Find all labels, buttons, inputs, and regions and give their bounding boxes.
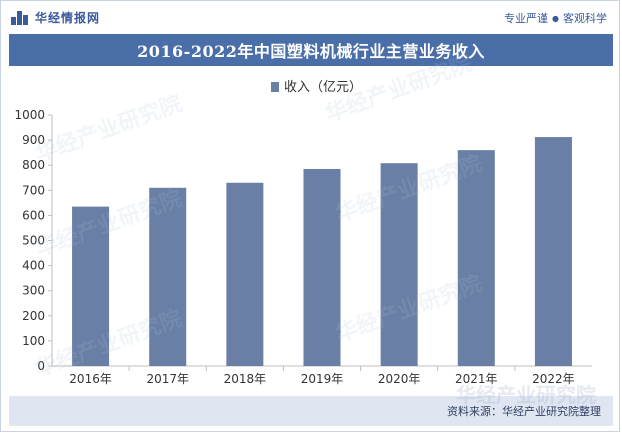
slogan-left: 专业严谨: [504, 12, 549, 25]
x-tick-label: 2022年: [532, 372, 575, 386]
source-note: 资料来源：华经产业研究院整理: [447, 405, 601, 418]
bar: [226, 182, 264, 366]
bar: [457, 150, 495, 366]
x-tick-label: 2016年: [69, 372, 112, 386]
y-tick-label: 300: [22, 284, 45, 298]
bar: [303, 168, 341, 366]
slogan-right: 客观科学: [563, 12, 607, 25]
y-tick-label: 700: [22, 183, 45, 197]
x-tick-label: 2021年: [455, 372, 498, 386]
y-tick-label: 500: [22, 234, 45, 248]
y-tick-label: 400: [22, 259, 45, 273]
y-tick-label: 900: [22, 133, 45, 147]
x-tick-label: 2019年: [301, 372, 344, 386]
slogan: 专业严谨 ● 客观科学: [504, 10, 607, 26]
y-tick-label: 1000: [14, 108, 45, 122]
y-tick-label: 0: [37, 359, 45, 373]
chart-title: 2016-2022年中国塑料机械行业主营业务收入: [137, 42, 485, 61]
bar-chart: 0 100 200 300 400 500 600 700 800 900 1000 2016年 201…: [14, 80, 592, 386]
bar: [149, 187, 187, 366]
logo-icon: [11, 10, 29, 25]
bar: [380, 163, 418, 366]
chart-title-band: 2016-2022年中国塑料机械行业主营业务收入: [9, 34, 613, 66]
x-tick-label: 2017年: [146, 372, 189, 386]
x-tick-label: 2018年: [224, 372, 267, 386]
y-tick-label: 600: [22, 208, 45, 222]
bar: [534, 137, 572, 366]
footer-band: [9, 396, 613, 426]
bar: [72, 206, 110, 366]
logo-text: 华经情报网: [35, 11, 101, 25]
top-bar: 华经情报网 专业严谨 ● 客观科学: [1, 1, 621, 31]
y-tick-label: 200: [22, 309, 45, 323]
x-tick-label: 2020年: [378, 372, 421, 386]
y-tick-label: 800: [22, 158, 45, 172]
chart-area: 0 100 200 300 400 500 600 700 800 900 1000 2016年 201…: [9, 68, 613, 413]
bullet-icon: ●: [552, 13, 559, 23]
legend-swatch: [271, 82, 279, 92]
legend-label: 收入（亿元）: [284, 80, 362, 95]
logo[interactable]: 华经情报网: [11, 9, 100, 26]
y-tick-label: 100: [22, 334, 45, 348]
